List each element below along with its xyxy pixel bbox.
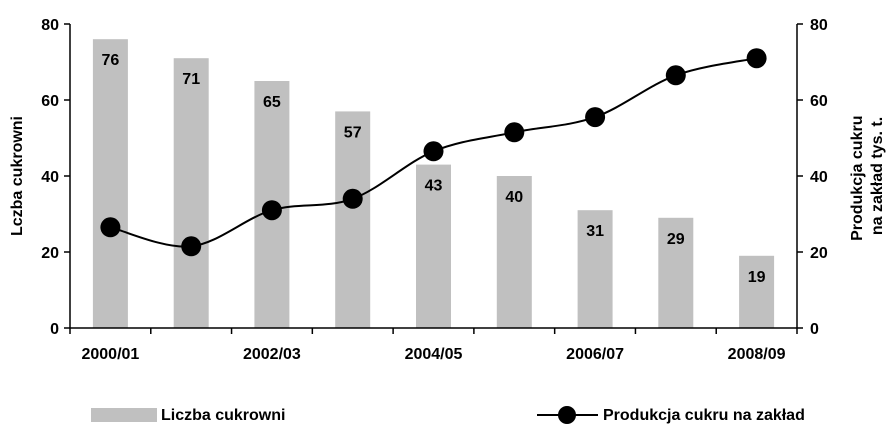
- y-left-tick-label-20: 20: [41, 245, 59, 262]
- line-point-2003/04: [342, 188, 363, 209]
- line-point-2004/05: [423, 141, 444, 162]
- bar-2007/08: [658, 217, 694, 328]
- line-point-2001/02: [181, 236, 202, 257]
- bar-2005/06: [496, 176, 532, 328]
- y-right-tick-label-80: 80: [810, 17, 828, 34]
- y-right-tick-label-40: 40: [810, 169, 828, 186]
- bar-data-label-2006/07: 31: [586, 223, 604, 240]
- x-tick-label-2002/03: 2002/03: [243, 346, 301, 363]
- y-left-tick-label-60: 60: [41, 93, 59, 110]
- y-left-tick-label-40: 40: [41, 169, 59, 186]
- y-left-tick-label-0: 0: [50, 321, 59, 338]
- y-axis-right-title-line-1: Produkcja cukru: [849, 116, 866, 241]
- legend-swatch-bars: [91, 408, 157, 422]
- y-right-tick-label-20: 20: [810, 245, 828, 262]
- bar-data-label-2002/03: 65: [263, 94, 281, 111]
- line-point-2008/09: [746, 48, 767, 69]
- x-tick-label-2006/07: 2006/07: [566, 346, 624, 363]
- y-axis-right-title-line-2: na zakład tys. t.: [869, 117, 886, 235]
- y-right-tick-label-60: 60: [810, 93, 828, 110]
- y-left-tick-label-80: 80: [41, 17, 59, 34]
- bar-2000/01: [92, 39, 128, 328]
- bar-data-label-2007/08: 29: [667, 231, 685, 248]
- y-axis-right-title: Produkcja cukru na zakład tys. t.: [849, 111, 886, 241]
- bar-data-label-2004/05: 43: [425, 178, 443, 195]
- bars-layer: [92, 39, 775, 329]
- bar-2003/04: [335, 111, 371, 329]
- bar-data-label-2001/02: 71: [182, 71, 200, 88]
- bar-2001/02: [173, 58, 209, 328]
- line-point-2002/03: [261, 200, 282, 221]
- legend-label-line: Produkcja cukru na zakład: [603, 407, 805, 424]
- line-point-2007/08: [665, 65, 686, 86]
- line-point-2000/01: [100, 217, 121, 238]
- labels-layer: 76 71 65 57 43 40 31 29 19: [102, 52, 766, 286]
- axes-layer: 0 20 40 60 80 0 20 40 60 80 2000/01 2002/03 2004/05 2…: [41, 17, 828, 363]
- x-tick-label-2004/05: 2004/05: [405, 346, 463, 363]
- bar-2008/09: [739, 255, 775, 328]
- y-right-tick-label-0: 0: [810, 321, 819, 338]
- line-layer: [100, 48, 767, 257]
- bar-data-label-2003/04: 57: [344, 124, 362, 141]
- legend-label-bars: Liczba cukrowni: [161, 407, 285, 424]
- y-axis-left-title: Lczba cukrowni: [9, 116, 26, 236]
- x-tick-label-2008/09: 2008/09: [728, 346, 786, 363]
- bar-data-label-2008/09: 19: [748, 269, 766, 286]
- bar-data-label-2000/01: 76: [102, 52, 120, 69]
- bar-2006/07: [577, 210, 613, 328]
- line-point-2006/07: [585, 107, 606, 128]
- legend-marker: [558, 406, 576, 424]
- line-point-2005/06: [504, 122, 525, 143]
- legend: Liczba cukrowni Produkcja cukru na zakła…: [91, 406, 805, 424]
- bar-data-label-2005/06: 40: [505, 189, 523, 206]
- bar-2004/05: [416, 164, 451, 328]
- x-tick-label-2000/01: 2000/01: [81, 346, 139, 363]
